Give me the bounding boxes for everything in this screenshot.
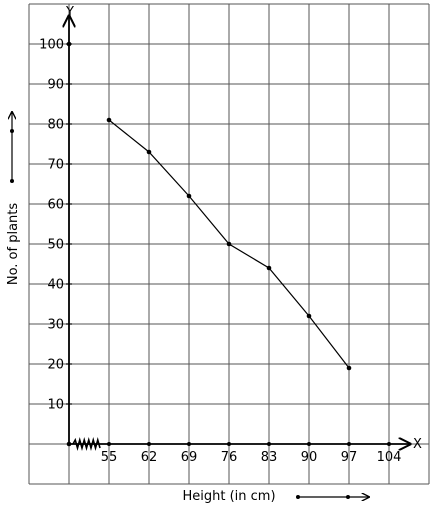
- y-tick-label: 90: [47, 78, 64, 93]
- x-tick-label: 62: [141, 450, 158, 465]
- x-label-arrow: [296, 495, 369, 499]
- x-tick-mark: [267, 442, 271, 446]
- x-tick-mark: [227, 442, 231, 446]
- data-point: [146, 149, 152, 155]
- y-tick-label: 80: [47, 118, 64, 133]
- x-axis-name: X: [413, 437, 422, 452]
- data-point: [346, 365, 352, 371]
- origin-point: [66, 441, 72, 447]
- y-tick-label: 10: [47, 398, 64, 413]
- x-axis-break: [72, 437, 101, 451]
- x-tick-label: 104: [377, 450, 402, 465]
- y-axis-label: No. of plants: [6, 203, 21, 286]
- x-tick-label: 97: [341, 450, 358, 465]
- y-axis-name: Y: [65, 5, 74, 20]
- y-tick-label: 20: [47, 358, 64, 373]
- y-tick-label: 30: [47, 318, 64, 333]
- x-tick-mark: [187, 442, 191, 446]
- data-series: [106, 117, 352, 371]
- y-label-arrow: [10, 112, 14, 183]
- x-tick-label: 55: [101, 450, 118, 465]
- data-point: [106, 117, 112, 123]
- y-tick-label: 60: [47, 198, 64, 213]
- x-tick-label: 90: [301, 450, 318, 465]
- x-tick-label: 69: [181, 450, 198, 465]
- data-point: [226, 241, 232, 247]
- x-tick-label: 83: [261, 450, 278, 465]
- x-axis-label: Height (in cm): [182, 489, 275, 504]
- x-tick-mark: [347, 442, 351, 446]
- axes: [66, 16, 410, 451]
- y-tick-label: 40: [47, 278, 64, 293]
- x-tick-mark: [307, 442, 311, 446]
- y-tick-label: 70: [47, 158, 64, 173]
- y-tick-label: 50: [47, 238, 64, 253]
- y-tick-label: 100: [39, 38, 64, 53]
- data-point: [186, 193, 192, 199]
- x-tick-mark: [147, 442, 151, 446]
- tick-labels: 55 62 69 76 83 90 97 104 10 20 30 40 50 60 70 80 90 100: [39, 38, 401, 466]
- x-tick-mark: [387, 442, 391, 446]
- data-point: [266, 265, 272, 271]
- data-point: [306, 313, 312, 319]
- x-tick-mark: [107, 442, 111, 446]
- x-tick-label: 76: [221, 450, 238, 465]
